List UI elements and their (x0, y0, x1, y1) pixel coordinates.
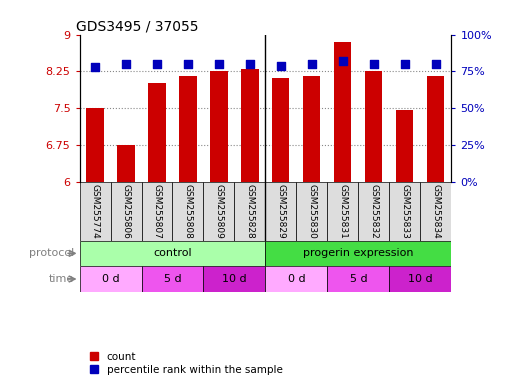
Bar (427, 76, 444, 182)
Point (91, 64, 99, 70)
Text: GSM255806: GSM255806 (122, 184, 130, 239)
Point (122, 61, 130, 67)
Point (215, 61, 223, 67)
Bar (117, 145, 134, 182)
Text: time: time (49, 274, 74, 284)
Text: progerin expression: progerin expression (303, 248, 413, 258)
Point (339, 58, 347, 64)
Bar (389, 266, 451, 292)
Bar (87, 108, 104, 182)
Text: GSM255828: GSM255828 (246, 184, 254, 239)
Text: protocol: protocol (29, 248, 74, 258)
Bar (265, 266, 327, 292)
Bar (389, 182, 421, 240)
Bar (204, 266, 266, 292)
Text: 0 d: 0 d (102, 274, 120, 284)
Text: GDS3495 / 37055: GDS3495 / 37055 (76, 20, 199, 33)
Bar (304, 76, 321, 182)
Text: GSM255807: GSM255807 (152, 184, 162, 239)
Text: 0 d: 0 d (288, 274, 305, 284)
Bar (327, 266, 389, 292)
Bar (365, 71, 383, 182)
Bar (265, 182, 297, 240)
Text: GSM255831: GSM255831 (339, 184, 347, 239)
Point (401, 61, 409, 67)
Point (308, 61, 316, 67)
Text: 5 d: 5 d (350, 274, 367, 284)
Text: control: control (153, 248, 192, 258)
Bar (272, 78, 289, 182)
Text: GSM255809: GSM255809 (214, 184, 224, 239)
Bar (334, 42, 351, 182)
Text: GSM255830: GSM255830 (307, 184, 317, 239)
Text: GSM255832: GSM255832 (369, 184, 379, 239)
Text: GSM255829: GSM255829 (277, 184, 285, 239)
Text: GSM255833: GSM255833 (401, 184, 409, 239)
Point (432, 61, 440, 67)
Text: 10 d: 10 d (408, 274, 433, 284)
Text: 5 d: 5 d (164, 274, 181, 284)
Text: 10 d: 10 d (222, 274, 247, 284)
Bar (180, 76, 196, 182)
Bar (234, 182, 265, 240)
Bar (397, 110, 413, 182)
Legend: count, percentile rank within the sample: count, percentile rank within the sample (90, 352, 282, 375)
Bar (210, 71, 227, 182)
Point (246, 61, 254, 67)
Point (184, 61, 192, 67)
Text: GSM255808: GSM255808 (184, 184, 192, 239)
Bar (172, 182, 204, 240)
Text: GSM255774: GSM255774 (90, 184, 100, 239)
Bar (142, 182, 172, 240)
Bar (265, 240, 451, 266)
Point (277, 63, 285, 69)
Text: GSM255834: GSM255834 (431, 184, 441, 239)
Bar (142, 266, 204, 292)
Bar (110, 182, 142, 240)
Bar (421, 182, 451, 240)
Bar (242, 68, 259, 182)
Bar (359, 182, 389, 240)
Point (370, 61, 378, 67)
Point (153, 61, 161, 67)
Bar (80, 240, 265, 266)
Bar (297, 182, 327, 240)
Bar (327, 182, 359, 240)
Bar (80, 266, 142, 292)
Bar (80, 182, 110, 240)
Bar (204, 182, 234, 240)
Bar (148, 83, 166, 182)
